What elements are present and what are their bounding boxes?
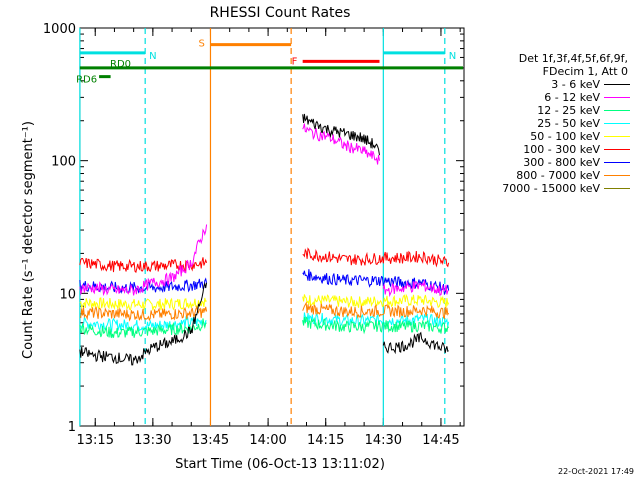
series-lines (79, 113, 450, 366)
legend-item: 800 - 7000 keV (478, 169, 638, 182)
x-tick-label: 14:00 (249, 433, 286, 448)
axis-ticks: 13:15 13:30 13:45 14:00 14:15 14:30 14:45 1 10 10… (43, 22, 464, 448)
annotation-label-rd6: RD6 (76, 75, 97, 86)
series-line (302, 301, 450, 320)
legend-items: 3 - 6 keV 6 - 12 keV 12 - 25 keV 25 - 50 ke… (478, 78, 638, 195)
y-tick-label: 10 (59, 287, 76, 302)
series-line (302, 123, 380, 165)
x-tick-label: 13:30 (134, 433, 171, 448)
legend-header-1: Det 1f,3f,4f,5f,6f,9f, (518, 52, 628, 65)
series-line (79, 315, 207, 333)
series-line (382, 280, 449, 298)
x-tick-label: 14:30 (365, 433, 402, 448)
legend-swatch (604, 84, 630, 85)
series-line (302, 269, 450, 295)
legend-item: 3 - 6 keV (478, 78, 638, 91)
x-tick-label: 14:45 (422, 433, 459, 448)
legend-item-label: 800 - 7000 keV (516, 169, 600, 182)
legend-item: 100 - 300 keV (478, 143, 638, 156)
legend-swatch (604, 97, 630, 98)
vertical-markers (79, 28, 446, 426)
legend-swatch (604, 188, 630, 189)
legend-item: 50 - 100 keV (478, 130, 638, 143)
legend-item: 25 - 50 keV (478, 117, 638, 130)
y-axis-label: Count Rate (s⁻¹ detector segment⁻¹) (21, 121, 36, 359)
series-line (302, 293, 450, 308)
series-line (79, 297, 207, 311)
legend-swatch (604, 175, 630, 176)
legend-item-label: 25 - 50 keV (537, 117, 600, 130)
y-tick-label: 1000 (43, 22, 76, 37)
series-line (302, 316, 450, 335)
legend-swatch (604, 149, 630, 150)
x-tick-label: 14:15 (307, 433, 344, 448)
annotation-label-f: F (292, 56, 298, 67)
legend-swatch (604, 162, 630, 163)
legend-item-label: 100 - 300 keV (523, 143, 600, 156)
annotation-label-n: N (449, 51, 456, 62)
plot-frame (79, 27, 465, 427)
legend-item-label: 12 - 25 keV (537, 104, 600, 117)
x-tick-label: 13:15 (77, 433, 114, 448)
annotation-label-n: N (149, 51, 156, 62)
legend-item-label: 3 - 6 keV (551, 78, 600, 91)
x-tick-label: 13:45 (192, 433, 229, 448)
legend-item-label: 50 - 100 keV (530, 130, 600, 143)
legend-item-label: 7000 - 15000 keV (502, 182, 600, 195)
y-tick-label: 100 (51, 155, 76, 170)
annotation-label-s: S (198, 39, 204, 50)
series-line (79, 281, 208, 366)
chart-title: RHESSI Count Rates (210, 5, 351, 21)
legend-item: 300 - 800 keV (478, 156, 638, 169)
series-line (79, 318, 207, 339)
legend-swatch (604, 123, 630, 124)
legend: Det 1f,3f,4f,5f,6f,9f, FDecim 1, Att 0 3… (478, 52, 638, 195)
series-line (79, 305, 208, 322)
legend-item: 6 - 12 keV (478, 91, 638, 104)
series-line (302, 247, 450, 268)
x-axis-label: Start Time (06-Oct-13 13:11:02) (175, 457, 385, 472)
legend-swatch (604, 110, 630, 111)
series-line (79, 257, 208, 274)
timestamp: 22-Oct-2021 17:49 (558, 467, 634, 476)
series-line (79, 224, 208, 297)
annotation-label-rd0: RD0 (110, 59, 131, 70)
legend-item-label: 6 - 12 keV (544, 91, 600, 104)
legend-item-label: 300 - 800 keV (523, 156, 600, 169)
legend-swatch (604, 136, 630, 137)
annotations: N N S F RD0 RD6 (76, 39, 463, 86)
legend-item: 12 - 25 keV (478, 104, 638, 117)
legend-item: 7000 - 15000 keV (478, 182, 638, 195)
legend-header-2: FDecim 1, Att 0 (542, 65, 628, 78)
y-tick-label: 1 (68, 420, 76, 435)
series-line (382, 331, 449, 355)
series-line (302, 113, 380, 156)
